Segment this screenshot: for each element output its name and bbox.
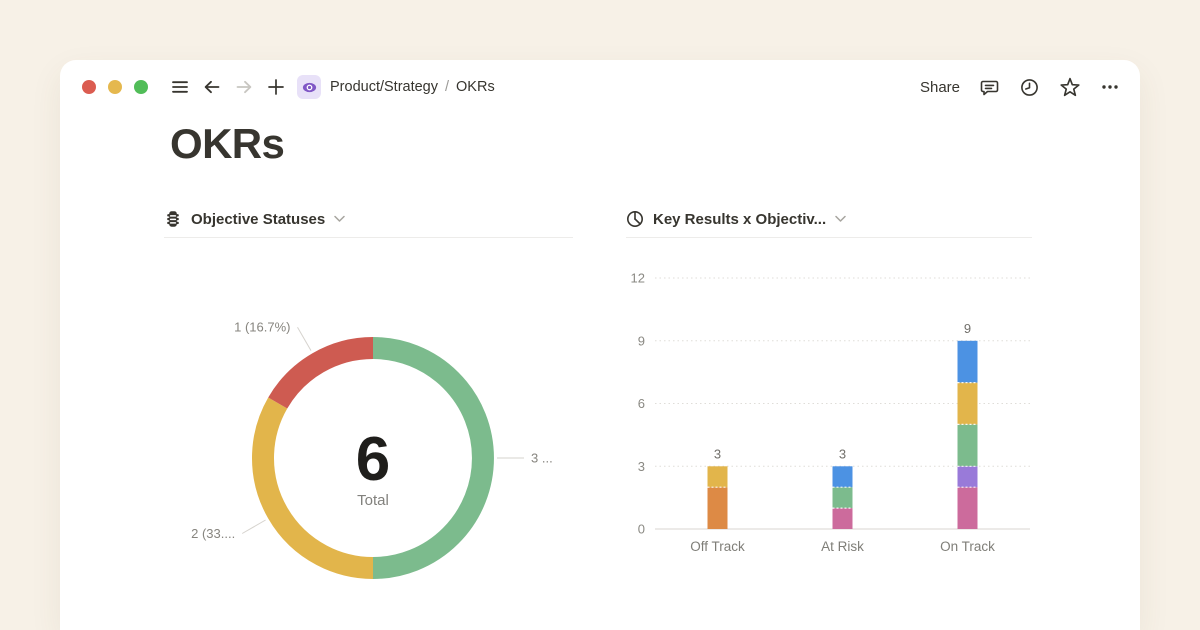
bar-segment[interactable] [957, 382, 978, 425]
bar-segment[interactable] [957, 424, 978, 467]
bar-chart-card: Key Results x Objectiv... 0 3 6 9 12 3 Off Tr… [626, 206, 1032, 554]
donut-total-label: Total [357, 492, 389, 509]
y-tick-label: 6 [638, 396, 645, 411]
donut-segment[interactable] [252, 397, 374, 579]
forward-arrow-icon [236, 80, 252, 94]
donut-callout-label: 1 (16.7%) [234, 320, 290, 335]
bar-segment[interactable] [957, 340, 978, 383]
donut-chart-title: Objective Statuses [191, 210, 326, 228]
clock-icon [1021, 78, 1038, 96]
y-tick-label: 12 [631, 271, 645, 286]
toolbar-right-group: Share [920, 76, 1120, 98]
traffic-light-icon [167, 211, 179, 227]
comment-icon [980, 80, 999, 95]
bar-chart-header[interactable]: Key Results x Objectiv... [626, 206, 1032, 232]
bar-total-label: 9 [964, 321, 971, 336]
bar-segment[interactable] [832, 487, 853, 509]
donut-chart: 3 ... 2 (33.... 1 (16.7%) 6 Total [191, 320, 553, 579]
bar-total-label: 3 [714, 446, 721, 461]
donut-callout-label: 2 (33.... [191, 526, 235, 541]
favorite-button[interactable] [1059, 76, 1081, 98]
stacked-bar-chart: 0 3 6 9 12 3 Off Track 3 At Risk 9 On Track [631, 271, 1030, 554]
more-options-button[interactable] [1100, 77, 1120, 97]
page-icon-badge[interactable] [297, 75, 321, 99]
page-title: OKRs [170, 120, 285, 167]
new-page-button[interactable] [263, 74, 289, 100]
y-tick-label: 0 [638, 522, 645, 537]
bar-segment[interactable] [832, 466, 853, 488]
back-button[interactable] [199, 74, 225, 100]
bar-total-label: 3 [839, 446, 846, 461]
donut-callout-line [241, 519, 266, 534]
x-category-label: Off Track [690, 539, 745, 554]
updates-button[interactable] [1019, 77, 1040, 98]
plus-icon [268, 79, 284, 95]
eye-icon [302, 82, 316, 92]
chart-header-divider [626, 237, 1032, 238]
breadcrumb-separator: / [445, 79, 450, 95]
donut-callout-line [297, 326, 312, 351]
close-window-button[interactable] [82, 80, 96, 94]
chart-header-divider [164, 237, 573, 238]
bar-chart-title: Key Results x Objectiv... [653, 210, 827, 228]
back-arrow-icon [204, 80, 220, 94]
bar-segment[interactable] [957, 466, 978, 488]
app-window: Product/Strategy / OKRs Share [60, 60, 1140, 630]
y-tick-label: 9 [638, 333, 645, 348]
comments-button[interactable] [979, 77, 1000, 98]
bar-segment[interactable] [707, 487, 728, 529]
donut-total-value: 6 [356, 425, 390, 494]
ellipsis-icon [1102, 85, 1118, 89]
donut-segment[interactable] [268, 337, 374, 409]
chevron-down-icon [334, 215, 345, 222]
zoom-window-button[interactable] [134, 80, 148, 94]
share-button[interactable]: Share [919, 78, 960, 96]
bar-segment[interactable] [832, 508, 853, 529]
pie-chart-icon [627, 210, 643, 227]
x-category-label: On Track [940, 539, 995, 554]
forward-button[interactable] [231, 74, 257, 100]
donut-chart-header[interactable]: Objective Statuses [164, 206, 573, 232]
donut-chart-card: Objective Statuses 3 ... 2 (33.... 1 (16.7… [164, 206, 573, 579]
y-tick-label: 3 [638, 459, 645, 474]
minimize-window-button[interactable] [108, 80, 122, 94]
bar-segment[interactable] [707, 466, 728, 488]
donut-segment[interactable] [372, 337, 494, 579]
donut-callout-label: 3 ... [531, 451, 553, 466]
x-category-label: At Risk [821, 539, 864, 554]
hamburger-icon [172, 81, 188, 93]
bar-segment[interactable] [957, 487, 978, 529]
breadcrumb-current[interactable]: OKRs [456, 79, 495, 95]
breadcrumb: Product/Strategy / OKRs [330, 79, 495, 95]
chevron-down-icon [835, 215, 846, 222]
sidebar-toggle-button[interactable] [167, 74, 193, 100]
window-controls [82, 80, 148, 94]
toolbar: Product/Strategy / OKRs Share [60, 74, 1140, 100]
star-icon [1060, 77, 1080, 97]
breadcrumb-parent[interactable]: Product/Strategy [330, 79, 438, 95]
